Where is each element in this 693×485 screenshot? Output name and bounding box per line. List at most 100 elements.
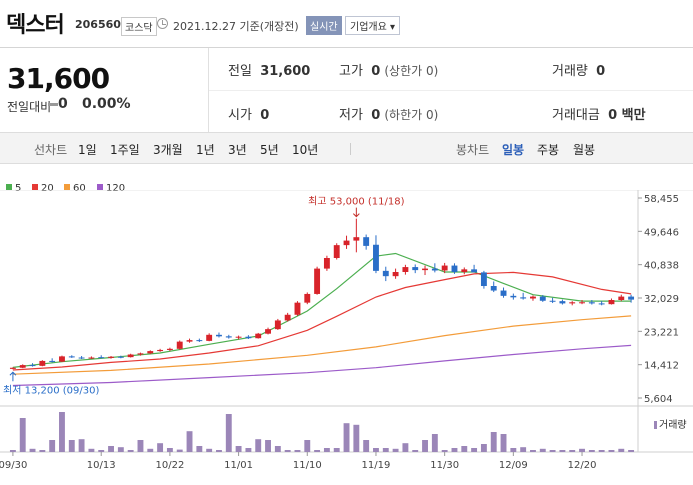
volume-bar bbox=[39, 450, 46, 452]
candle-body bbox=[353, 237, 360, 241]
ma20-line bbox=[12, 271, 632, 371]
candle-daily[interactable]: 일봉 bbox=[502, 143, 525, 157]
candle-weekly[interactable]: 주봉 bbox=[537, 143, 560, 157]
range-3m[interactable]: 3개월 bbox=[153, 143, 183, 157]
volume-bar bbox=[19, 418, 26, 452]
range-10y[interactable]: 10년 bbox=[292, 143, 319, 157]
range-5y[interactable]: 5년 bbox=[260, 143, 279, 157]
candle-body bbox=[294, 302, 301, 315]
candle-body bbox=[441, 265, 448, 271]
diff-label: 전일대비 bbox=[7, 100, 52, 114]
legend-swatch-ma20 bbox=[32, 184, 38, 190]
ma120-line bbox=[12, 344, 632, 387]
volume-bar bbox=[117, 447, 124, 452]
volume-bar bbox=[98, 450, 105, 452]
range-1w[interactable]: 1주일 bbox=[110, 143, 140, 157]
volume-bar bbox=[206, 448, 213, 452]
stock-chart[interactable]: 58,455 49,646 40,838 32,029 23,221 14,412 5,60… bbox=[0, 190, 693, 485]
volume-bar bbox=[471, 448, 478, 452]
candle-monthly[interactable]: 월봉 bbox=[573, 143, 596, 157]
corp-info-dropdown[interactable]: 기업개요 ▾ bbox=[345, 16, 400, 35]
x-tick-label: 09/30 bbox=[0, 460, 27, 471]
volume-bar bbox=[333, 448, 340, 452]
candle-body bbox=[461, 269, 468, 273]
candle-body bbox=[422, 268, 428, 271]
stats-divider bbox=[209, 90, 693, 91]
candle-body bbox=[628, 296, 635, 300]
candle-body bbox=[412, 267, 419, 271]
stock-code: 206560 bbox=[75, 18, 121, 31]
x-tick-label: 11/30 bbox=[430, 460, 459, 471]
volume-bar bbox=[274, 446, 281, 452]
volume-bar bbox=[530, 450, 536, 452]
candle-body bbox=[451, 265, 458, 273]
volume-bar bbox=[108, 446, 114, 452]
volume-bar bbox=[461, 446, 468, 452]
period-bar: 선차트 1일 1주일 3개월 1년 3년 5년 10년 봉차트 일봉 주봉 월봉 bbox=[0, 132, 693, 164]
y-tick-label: 40,838 bbox=[644, 261, 679, 272]
candle-body bbox=[579, 302, 585, 304]
volume-bar bbox=[147, 448, 154, 452]
diff-value: 0 bbox=[58, 96, 68, 112]
y-tick-label: 5,604 bbox=[644, 394, 673, 405]
volume-bar bbox=[392, 448, 399, 452]
volume-bar bbox=[373, 448, 379, 452]
range-3y[interactable]: 3년 bbox=[228, 143, 247, 157]
realtime-button[interactable]: 실시간 bbox=[306, 16, 342, 35]
volume-bar bbox=[157, 443, 164, 452]
candle-body bbox=[569, 302, 576, 304]
x-tick-label: 12/20 bbox=[568, 460, 597, 471]
legend-ma5: 5 bbox=[6, 183, 21, 194]
y-tick-label: 58,455 bbox=[644, 194, 679, 205]
volume-bar bbox=[137, 440, 144, 452]
legend-swatch-ma5 bbox=[6, 184, 12, 190]
volume-bar bbox=[353, 424, 360, 452]
volume-bar bbox=[628, 450, 635, 452]
diff-rate: 0.00% bbox=[82, 96, 131, 112]
candle-body bbox=[588, 302, 595, 304]
candle-body bbox=[363, 237, 370, 246]
candle-body bbox=[147, 351, 154, 354]
range-1d[interactable]: 1일 bbox=[78, 143, 97, 157]
range-1y[interactable]: 1년 bbox=[196, 143, 215, 157]
candle-body bbox=[382, 270, 389, 277]
candle-body bbox=[39, 360, 46, 366]
candle-body bbox=[284, 314, 291, 321]
volume-bar bbox=[343, 423, 350, 452]
quote-date: 2021.12.27 기준(개장전) bbox=[173, 20, 299, 33]
candle-body bbox=[216, 334, 222, 337]
ma5-line bbox=[12, 252, 632, 368]
volume-bar bbox=[235, 446, 242, 452]
candle-body bbox=[137, 353, 144, 355]
volume-bar bbox=[255, 439, 262, 452]
candle-body bbox=[608, 300, 615, 305]
ma60-line bbox=[12, 315, 632, 375]
volume-bar bbox=[9, 450, 16, 452]
volume-bar bbox=[579, 448, 585, 452]
candle-body bbox=[108, 356, 114, 358]
candle-body bbox=[245, 336, 252, 339]
candle-body bbox=[549, 300, 556, 302]
candle-body bbox=[431, 268, 438, 271]
volume-bar bbox=[382, 448, 389, 452]
candle-body bbox=[206, 334, 213, 341]
candle-body bbox=[304, 293, 311, 303]
legend-swatch-ma120 bbox=[97, 184, 103, 190]
volume-legend: 거래량 bbox=[654, 416, 687, 431]
line-chart-label: 선차트 bbox=[34, 143, 68, 157]
volume-bar bbox=[402, 443, 409, 452]
candle-body bbox=[343, 240, 350, 246]
volume-bar bbox=[569, 450, 576, 452]
candle-body bbox=[520, 297, 527, 299]
price-panel: 31,600 전일대비 0 0.00% bbox=[0, 48, 209, 132]
high-arrow-icon bbox=[352, 207, 360, 218]
candle-body bbox=[166, 348, 173, 350]
volume-bar bbox=[520, 447, 527, 452]
candle-body bbox=[176, 341, 183, 349]
candle-body bbox=[274, 320, 281, 330]
candle-body bbox=[186, 340, 193, 342]
volume-bar bbox=[618, 448, 625, 452]
low-annotation: 최저 13,200 (09/30) bbox=[3, 384, 99, 396]
x-tick-label: 11/10 bbox=[293, 460, 322, 471]
candle-body bbox=[510, 295, 517, 298]
